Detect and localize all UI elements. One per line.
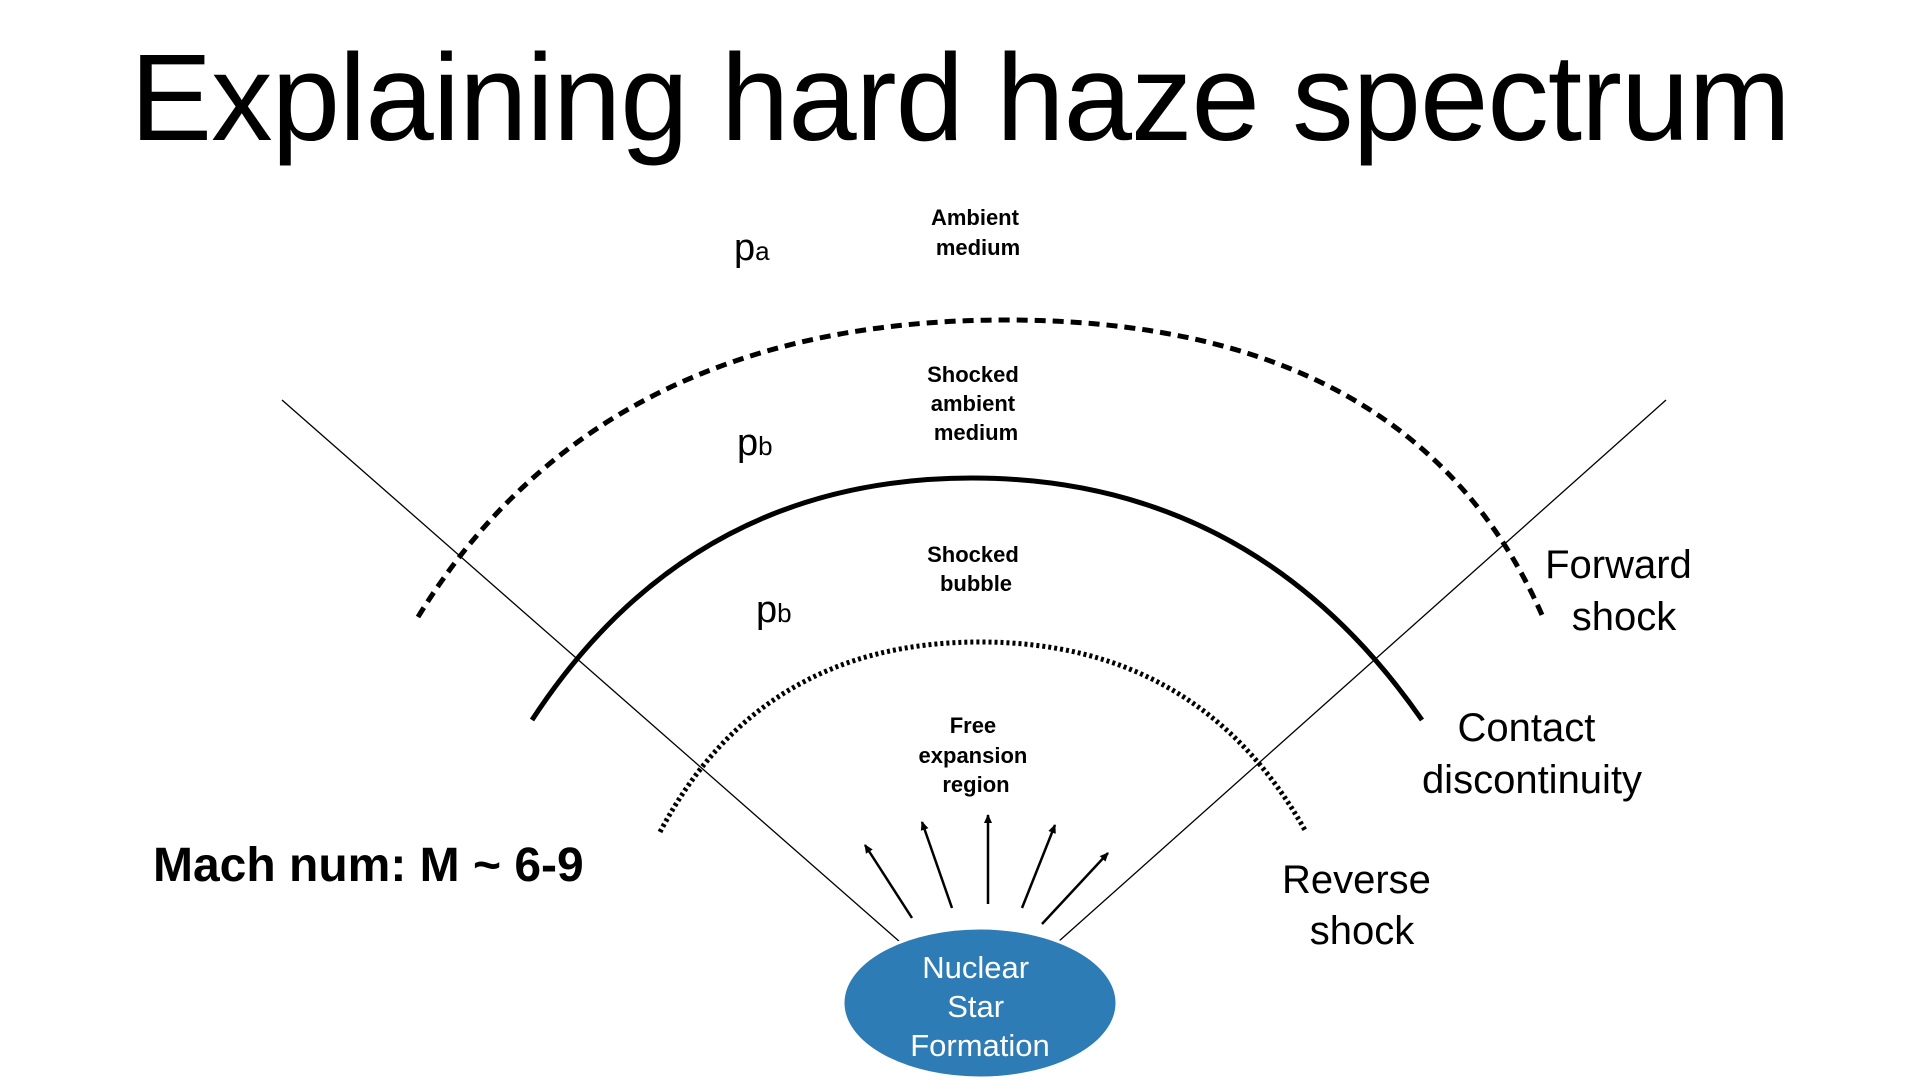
nuclear-star-formation-source [841,926,1119,1080]
outflow-arrow [1020,824,1057,909]
outflow-arrow [1041,852,1109,925]
reverse-shock-arc [657,639,1309,834]
shocked-ambient-medium-label: Shocked ambient medium [927,362,1025,445]
left-cone-line [281,399,901,943]
forward-shock-arc [415,317,1545,619]
reverse-shock-label: Reverse shock [1282,858,1442,953]
page-title: Explaining hard haze spectrum [130,30,1791,167]
outflow-arrow [920,821,954,909]
forward-shock-label: Forward shock [1545,543,1703,639]
source-label: Nuclear Star Formation [910,950,1050,1063]
contact-discontinuity-arc [529,475,1425,722]
pressure-label-a: pa [734,227,770,269]
outflow-arrow [863,844,914,919]
free-expansion-region-label: Free expansion region [919,713,1034,797]
right-cone-line [1057,399,1667,943]
contact-discontinuity-label: Contact discontinuity [1422,706,1642,802]
pressure-label-b-outer: pb [737,422,773,464]
outflow-arrows [863,814,1109,925]
mach-number-label: Mach num: M ~ 6-9 [153,839,584,892]
ambient-medium-label: Ambient medium [931,205,1025,260]
pressure-label-b-inner: pb [756,589,792,631]
shocked-bubble-label: Shocked bubble [927,542,1025,596]
